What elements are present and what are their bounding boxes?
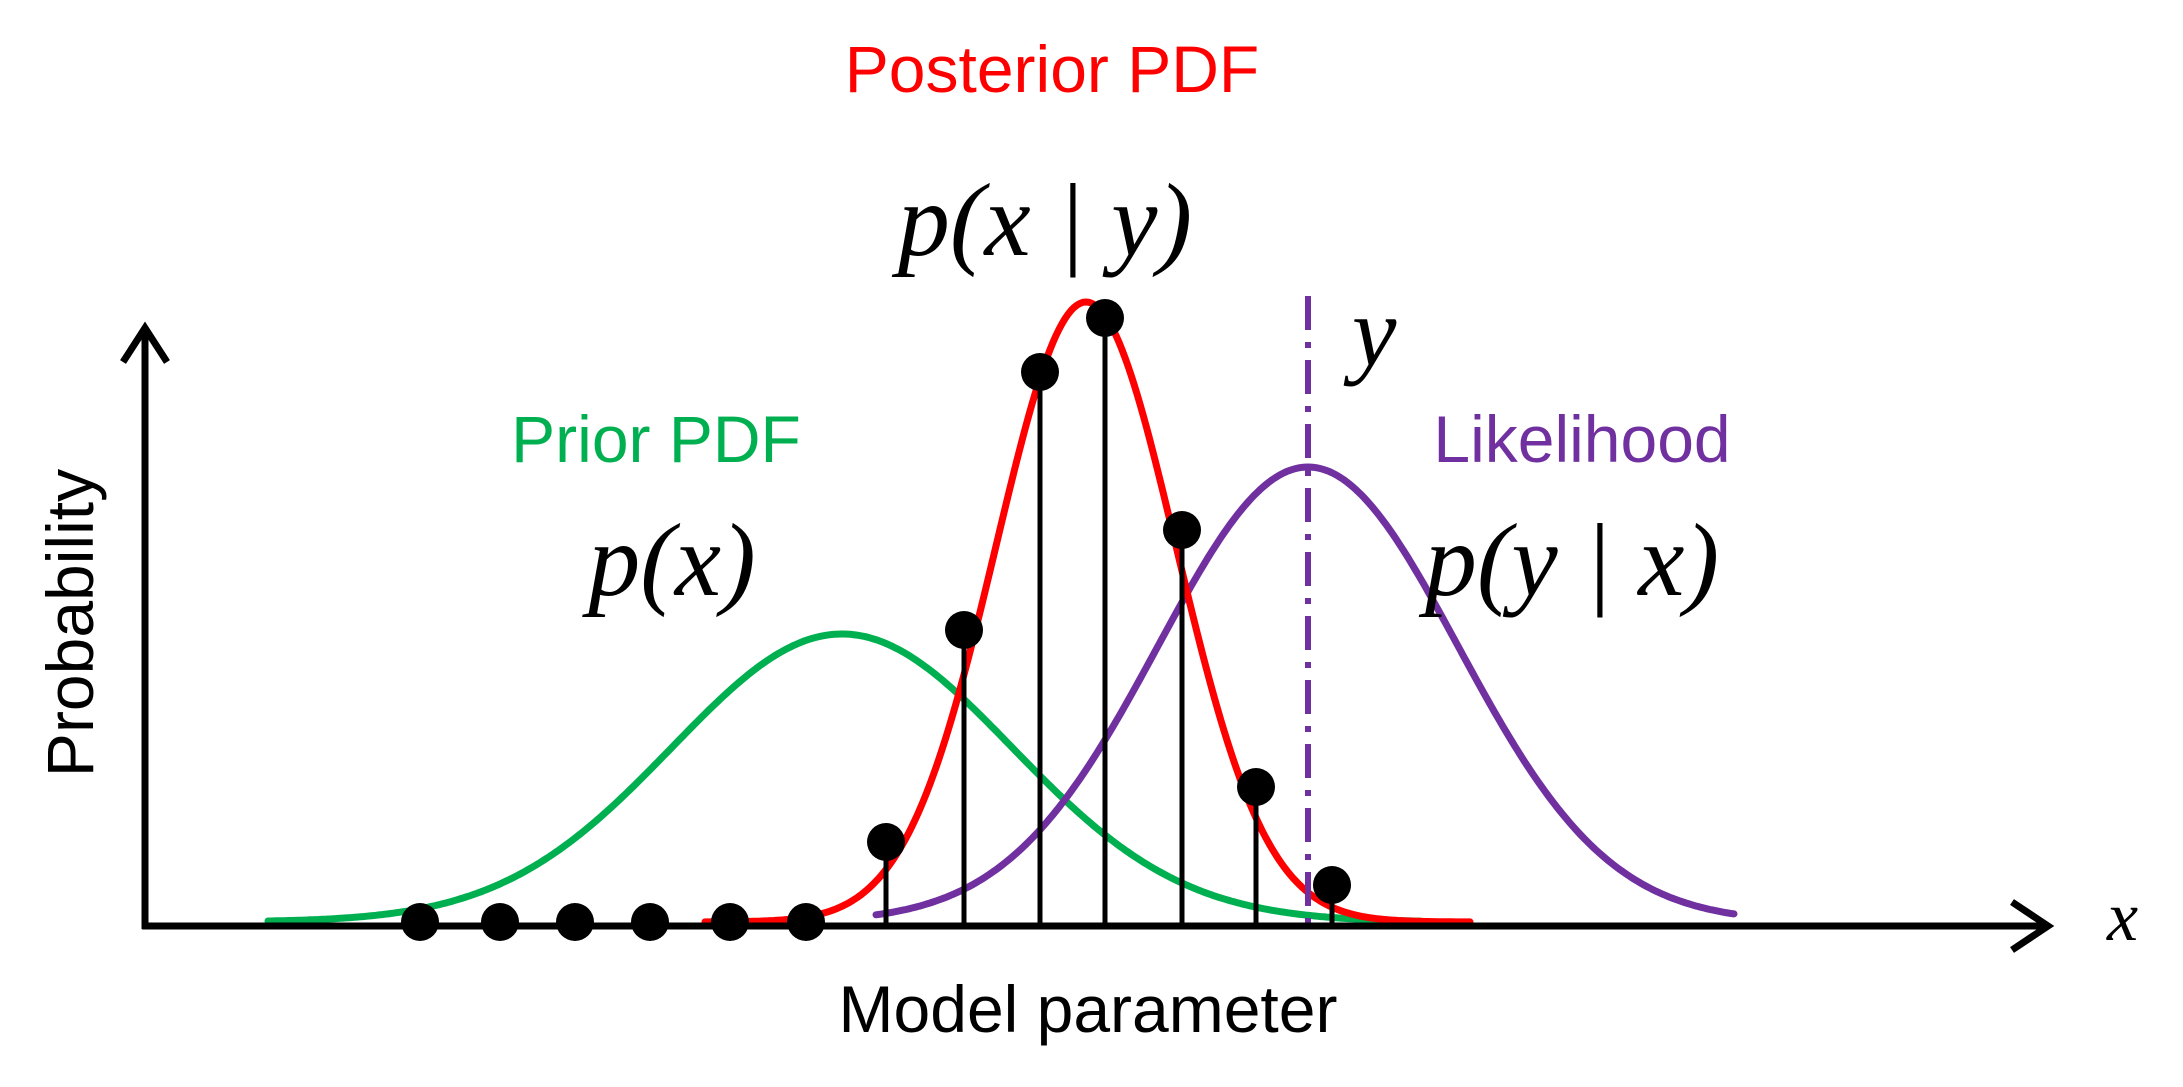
- posterior-formula: p(x | y): [891, 163, 1192, 278]
- sample-dot: [1163, 511, 1201, 549]
- sample-dot: [631, 903, 669, 941]
- y-axis-arrowhead: [120, 321, 170, 364]
- sample-dot: [711, 903, 749, 941]
- sample-dot: [481, 903, 519, 941]
- likelihood-label: Likelihood: [1433, 402, 1730, 476]
- posterior-label: Posterior PDF: [845, 32, 1259, 106]
- sample-dot: [787, 903, 825, 941]
- prior-pdf-curve: [264, 630, 1424, 925]
- sample-dot: [1313, 866, 1351, 904]
- sample-dot: [556, 903, 594, 941]
- posterior-pdf-curve: [701, 298, 1474, 926]
- x-axis-arrowhead: [2010, 899, 2055, 953]
- sample-dot: [1021, 353, 1059, 391]
- sample-points: [401, 299, 1351, 941]
- x-axis-label: Model parameter: [839, 972, 1338, 1046]
- x-axis-symbol: x: [2106, 879, 2138, 956]
- likelihood-curve: [872, 463, 1738, 919]
- sample-dot: [401, 903, 439, 941]
- sample-dot: [1086, 299, 1124, 337]
- sample-dot: [1237, 768, 1275, 806]
- likelihood-formula: p(y | x): [1418, 503, 1719, 618]
- sample-dot: [867, 823, 905, 861]
- prior-formula: p(x): [581, 503, 755, 618]
- prior-label: Prior PDF: [511, 402, 801, 476]
- sample-dot: [945, 611, 983, 649]
- y-axis-label: Probability: [33, 469, 107, 777]
- observation-label: y: [1343, 276, 1397, 387]
